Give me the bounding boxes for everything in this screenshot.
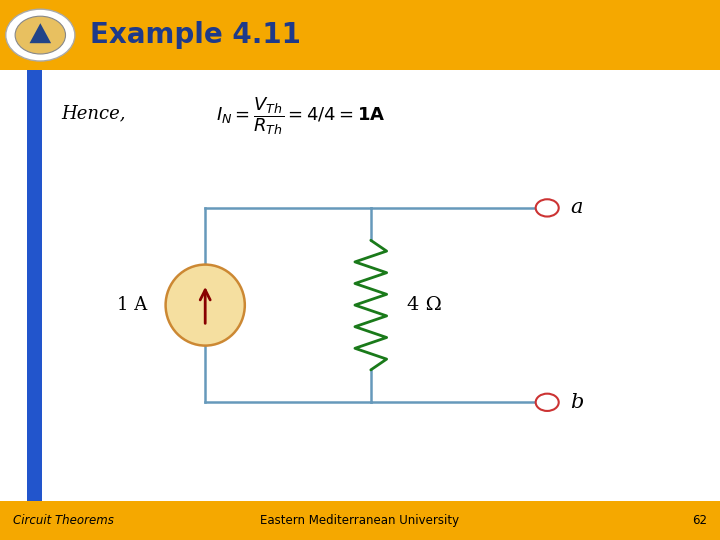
Polygon shape bbox=[0, 501, 720, 540]
Text: 62: 62 bbox=[692, 514, 707, 527]
Text: Eastern Mediterranean University: Eastern Mediterranean University bbox=[261, 514, 459, 527]
Text: 4 Ω: 4 Ω bbox=[407, 296, 441, 314]
Text: Example 4.11: Example 4.11 bbox=[90, 21, 301, 49]
Polygon shape bbox=[27, 70, 42, 501]
Text: b: b bbox=[570, 393, 584, 412]
Circle shape bbox=[536, 199, 559, 217]
Ellipse shape bbox=[166, 265, 245, 346]
Circle shape bbox=[6, 9, 75, 61]
Text: Hence,: Hence, bbox=[61, 104, 126, 123]
Circle shape bbox=[15, 16, 66, 54]
Circle shape bbox=[536, 394, 559, 411]
Text: Circuit Theorems: Circuit Theorems bbox=[13, 514, 114, 527]
Polygon shape bbox=[0, 0, 720, 70]
Text: 1 A: 1 A bbox=[117, 296, 148, 314]
Text: $I_N = \dfrac{V_{Th}}{R_{Th}} = 4/4 = \mathbf{1A}$: $I_N = \dfrac{V_{Th}}{R_{Th}} = 4/4 = \m… bbox=[216, 95, 386, 137]
Polygon shape bbox=[30, 23, 51, 43]
Text: a: a bbox=[570, 198, 582, 218]
